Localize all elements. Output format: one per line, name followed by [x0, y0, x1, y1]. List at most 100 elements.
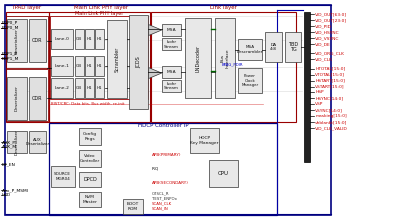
Text: CDR: CDR: [32, 96, 43, 101]
Bar: [304, 12, 310, 162]
Text: Aux_P_MSMI: Aux_P_MSMI: [2, 188, 28, 192]
Text: VID_DE: VID_DE: [315, 42, 331, 46]
Bar: [79, 172, 101, 187]
Text: NVM
Master: NVM Master: [82, 195, 98, 204]
Text: VSTART[15:0]: VSTART[15:0]: [315, 85, 345, 89]
Text: IRQ: IRQ: [152, 166, 159, 170]
Bar: [265, 32, 281, 62]
Text: SCAN_CLK: SCAN_CLK: [152, 201, 172, 205]
Bar: [49, 12, 150, 122]
Bar: [95, 78, 104, 98]
Text: HSYNC[14:0]: HSYNC[14:0]: [315, 96, 343, 100]
Text: HDCP
Key Manager: HDCP Key Manager: [190, 136, 218, 145]
Text: TBD
TG: TBD TG: [288, 42, 298, 52]
Text: BIST/CRC: Data bits, Bus width, re-init: BIST/CRC: Data bits, Bus width, re-init: [51, 102, 124, 106]
Text: Lane-0: Lane-0: [55, 37, 70, 41]
Text: VID_VSYNC: VID_VSYNC: [315, 36, 339, 40]
Text: H1: H1: [97, 37, 103, 41]
Text: Lane-2: Lane-2: [55, 86, 70, 90]
Text: AUX_P: AUX_P: [2, 140, 16, 144]
Bar: [7, 77, 27, 120]
Text: H1: H1: [87, 37, 92, 41]
Text: GB: GB: [76, 37, 82, 41]
Bar: [95, 29, 104, 49]
Text: H1: H1: [87, 86, 92, 90]
Text: Deserializer: Deserializer: [15, 28, 19, 54]
Text: SOURCE
MGR04: SOURCE MGR04: [54, 172, 71, 181]
Text: Main Link PHY layer: Main Link PHY layer: [75, 11, 123, 16]
Bar: [85, 56, 94, 76]
Text: VID_CLK_VALID: VID_CLK_VALID: [315, 126, 348, 130]
Bar: [162, 24, 181, 36]
Text: EDP0_P: EDP0_P: [2, 21, 18, 25]
Text: VSYNC[14:0]: VSYNC[14:0]: [315, 108, 343, 112]
Bar: [285, 32, 301, 62]
Bar: [150, 12, 296, 122]
Bar: [79, 128, 101, 145]
Text: GB: GB: [76, 64, 82, 68]
Text: AUX_M: AUX_M: [2, 145, 16, 149]
Text: VSP: VSP: [315, 102, 323, 106]
Text: VTOTAL[15:0]: VTOTAL[15:0]: [315, 73, 345, 77]
Text: MSA: MSA: [167, 70, 176, 74]
Bar: [7, 69, 48, 121]
Text: AUX
Deserializer: AUX Deserializer: [25, 138, 49, 146]
Bar: [209, 160, 238, 187]
Bar: [162, 80, 181, 92]
Bar: [238, 68, 262, 93]
Bar: [95, 56, 104, 76]
Text: VID_CLK: VID_CLK: [315, 57, 333, 61]
Bar: [79, 150, 101, 167]
Bar: [51, 29, 73, 49]
Bar: [75, 78, 84, 98]
Text: VID_OUT[23:0]: VID_OUT[23:0]: [315, 18, 347, 22]
Text: vhblankt[15:0]: vhblankt[15:0]: [315, 120, 347, 124]
Text: EDP0_M: EDP0_M: [2, 26, 19, 30]
Text: CDR: CDR: [32, 38, 43, 44]
Text: EDP1_P: EDP1_P: [2, 52, 18, 56]
Bar: [7, 131, 27, 153]
Bar: [215, 18, 235, 98]
Text: VID_ORG_CLK: VID_ORG_CLK: [315, 51, 345, 55]
Text: Deserializer: Deserializer: [15, 129, 19, 155]
Text: APB(SECONDARY): APB(SECONDARY): [152, 181, 189, 185]
Polygon shape: [148, 67, 162, 79]
Bar: [85, 78, 94, 98]
Text: BPAG_PDIR: BPAG_PDIR: [222, 63, 243, 67]
Text: VID_HSYNC: VID_HSYNC: [315, 30, 340, 34]
Bar: [28, 77, 46, 120]
Bar: [7, 16, 48, 68]
Text: DA
4:8: DA 4:8: [270, 43, 277, 51]
Text: Config
Regs: Config Regs: [83, 132, 97, 141]
Bar: [5, 5, 331, 215]
Text: Isohr
Stream: Isohr Stream: [164, 82, 179, 91]
Text: VID_PID: VID_PID: [315, 24, 332, 28]
Text: EDP1_M: EDP1_M: [2, 56, 19, 60]
Bar: [6, 12, 49, 122]
Text: HDCP Controller IP: HDCP Controller IP: [138, 123, 188, 128]
Text: HPD: HPD: [2, 193, 11, 197]
Text: H1: H1: [97, 86, 103, 90]
Text: Lane-1: Lane-1: [55, 64, 70, 68]
Text: MSA
Descrambler: MSA Descrambler: [237, 46, 263, 54]
Bar: [49, 123, 277, 215]
Bar: [107, 20, 127, 98]
Text: APB(PRIMARY): APB(PRIMARY): [152, 153, 181, 157]
Bar: [162, 38, 181, 50]
Text: H1: H1: [87, 64, 92, 68]
Bar: [75, 56, 84, 76]
Text: CPU: CPU: [218, 171, 229, 176]
Text: IPAD layer: IPAD layer: [13, 6, 42, 10]
Text: LNDecoder: LNDecoder: [195, 44, 201, 72]
Text: Isohr
Stream: Isohr Stream: [164, 40, 179, 49]
Bar: [51, 78, 73, 98]
Text: HSTART[15:0]: HSTART[15:0]: [315, 79, 345, 83]
Text: masking[15:0]: masking[15:0]: [315, 114, 347, 118]
Text: OTSCL_R: OTSCL_R: [152, 191, 169, 195]
Text: TEST_ENPOx: TEST_ENPOx: [152, 196, 177, 200]
Text: GB: GB: [76, 86, 82, 90]
Bar: [51, 56, 73, 76]
Text: Main Link PHY layer: Main Link PHY layer: [74, 6, 129, 10]
Bar: [190, 128, 219, 153]
Text: Scrambler: Scrambler: [115, 46, 119, 72]
